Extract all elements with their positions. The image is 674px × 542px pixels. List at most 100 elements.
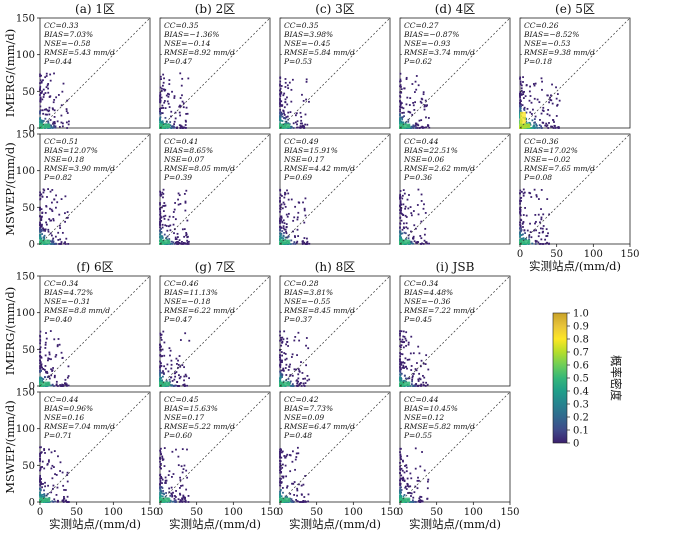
scatter-point bbox=[174, 372, 177, 375]
scatter-point bbox=[279, 112, 281, 115]
scatter-point bbox=[281, 195, 283, 197]
scatter-point bbox=[547, 232, 549, 235]
scatter-point bbox=[402, 203, 405, 206]
scatter-point bbox=[174, 501, 176, 503]
scatter-point bbox=[162, 370, 164, 373]
one-to-one-line bbox=[39, 275, 151, 387]
scatter-point bbox=[292, 127, 295, 129]
scatter-point bbox=[53, 498, 56, 501]
scatter-point bbox=[400, 102, 402, 105]
scatter-point bbox=[170, 492, 173, 495]
scatter-point bbox=[402, 346, 405, 349]
scatter-point bbox=[401, 361, 404, 364]
scatter-point bbox=[301, 501, 304, 503]
scatter-point bbox=[159, 346, 162, 349]
scatter-point bbox=[160, 112, 163, 114]
scatter-point bbox=[400, 379, 403, 382]
scatter-point bbox=[303, 221, 306, 224]
scatter-point bbox=[41, 215, 43, 218]
scatter-point bbox=[400, 474, 403, 477]
scatter-point bbox=[279, 451, 281, 453]
stat-p: P=0.37 bbox=[283, 315, 312, 324]
scatter-point bbox=[419, 501, 422, 503]
scatter-point bbox=[163, 101, 166, 104]
scatter-point bbox=[532, 83, 535, 85]
scatter-point bbox=[399, 101, 402, 104]
stat-bias: BIAS=8.65% bbox=[163, 146, 213, 155]
scatter-point bbox=[177, 464, 180, 467]
scatter-point bbox=[290, 239, 293, 242]
scatter-point bbox=[167, 218, 170, 221]
scatter-point bbox=[162, 210, 165, 212]
scatter-point bbox=[399, 378, 401, 381]
scatter-point bbox=[525, 214, 528, 217]
scatter-point bbox=[184, 498, 186, 500]
scatter-point bbox=[550, 125, 552, 128]
scatter-point bbox=[159, 217, 162, 220]
density-core bbox=[280, 239, 291, 244]
scatter-point bbox=[294, 336, 297, 338]
scatter-point bbox=[43, 448, 46, 450]
scatter-point bbox=[555, 115, 558, 117]
y-tick-label: 150 bbox=[16, 272, 35, 283]
scatter-point bbox=[414, 384, 417, 386]
scatter-point bbox=[184, 201, 187, 204]
scatter-point bbox=[542, 230, 544, 233]
one-to-one-line bbox=[399, 391, 511, 503]
scatter-point bbox=[298, 370, 301, 372]
colorbar-tick-label: 0.5 bbox=[573, 374, 589, 385]
scatter-point bbox=[59, 470, 61, 472]
scatter-point bbox=[55, 354, 58, 356]
scatter-point bbox=[403, 115, 405, 118]
scatter-point bbox=[172, 473, 175, 475]
scatter-point bbox=[284, 464, 287, 467]
scatter-point bbox=[542, 110, 545, 112]
scatter-point bbox=[39, 206, 41, 209]
scatter-point bbox=[427, 368, 430, 371]
scatter-point bbox=[289, 492, 292, 495]
scatter-point bbox=[42, 88, 45, 91]
scatter-point bbox=[540, 127, 543, 129]
scatter-point bbox=[540, 218, 543, 221]
scatter-point bbox=[424, 385, 427, 387]
scatter-point bbox=[427, 478, 430, 481]
scatter-point bbox=[279, 496, 281, 499]
scatter-point bbox=[282, 368, 285, 371]
scatter-point bbox=[299, 122, 302, 125]
scatter-point bbox=[402, 460, 404, 463]
scatter-point bbox=[296, 126, 299, 129]
scatter-point bbox=[177, 240, 179, 243]
scatter-point bbox=[409, 492, 412, 494]
scatter-point bbox=[279, 452, 281, 455]
scatter-point bbox=[522, 226, 524, 228]
scatter-point bbox=[51, 477, 54, 480]
scatter-point bbox=[159, 463, 162, 466]
scatter-point bbox=[399, 374, 402, 377]
scatter-point bbox=[50, 368, 52, 371]
scatter-point bbox=[413, 491, 416, 494]
scatter-point bbox=[399, 108, 401, 111]
stat-nse: NSE=0.07 bbox=[163, 155, 204, 164]
scatter-point bbox=[50, 234, 53, 237]
scatter-point bbox=[540, 77, 543, 80]
scatter-point bbox=[545, 235, 548, 237]
scatter-point bbox=[519, 221, 522, 224]
scatter-point bbox=[39, 478, 41, 481]
scatter-point bbox=[284, 117, 287, 120]
scatter-point bbox=[422, 93, 425, 96]
stat-p: P=0.47 bbox=[163, 57, 192, 66]
colorbar-scale bbox=[552, 312, 568, 444]
scatter-point bbox=[173, 208, 176, 211]
scatter-point bbox=[173, 497, 176, 500]
scatter-point bbox=[417, 500, 420, 503]
scatter-point bbox=[410, 369, 413, 371]
scatter-point bbox=[403, 367, 405, 369]
scatter-point bbox=[181, 243, 184, 245]
scatter-point bbox=[399, 119, 401, 122]
scatter-point bbox=[167, 474, 170, 476]
scatter-point bbox=[279, 188, 282, 191]
scatter-point bbox=[399, 80, 402, 82]
scatter-point bbox=[420, 101, 423, 104]
scatter-point bbox=[177, 192, 180, 195]
scatter-point bbox=[53, 466, 55, 468]
